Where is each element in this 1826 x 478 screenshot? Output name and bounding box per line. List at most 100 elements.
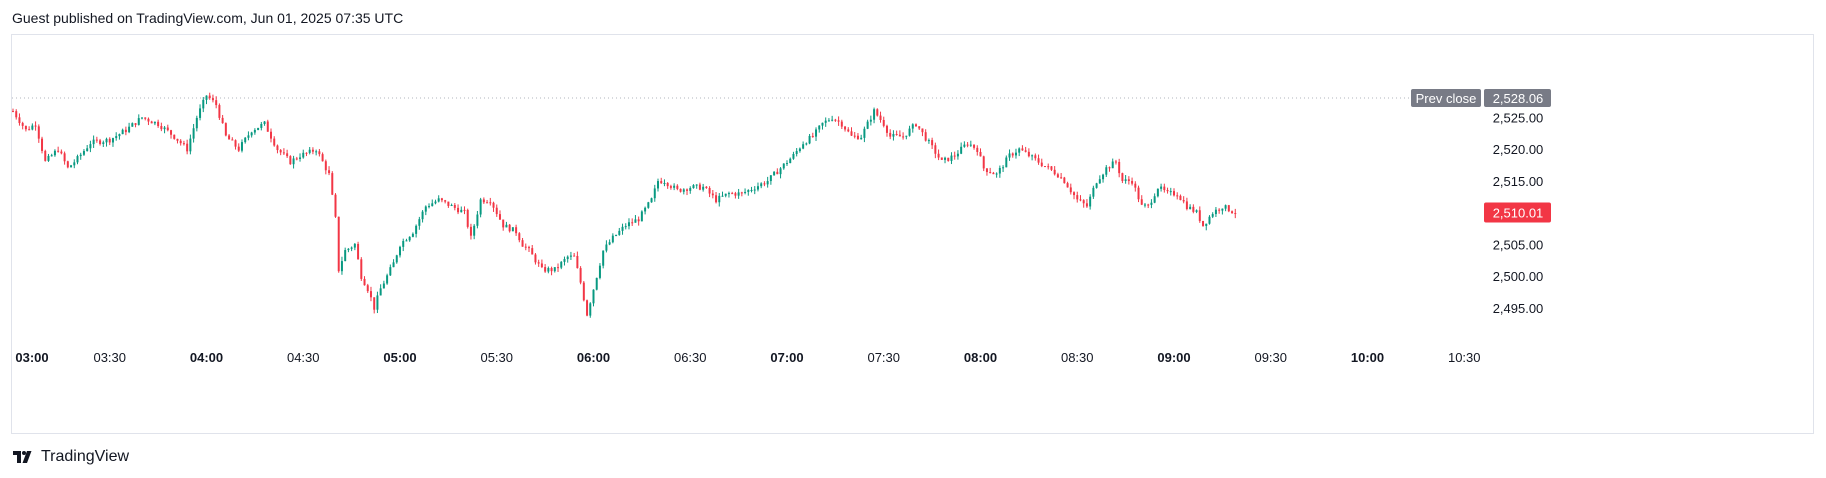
candle-body	[195, 117, 198, 129]
candle-body	[1124, 179, 1127, 181]
price-tick-label: 2,505.00	[1493, 237, 1544, 252]
candle-body	[373, 297, 376, 310]
candle-body	[357, 243, 360, 260]
candle-body	[647, 202, 650, 208]
candle-body	[831, 119, 834, 121]
candle-body	[847, 129, 850, 132]
candle-body	[534, 254, 537, 263]
candle-body	[1160, 186, 1163, 189]
prev-close-marker: Prev close 2,528.06	[1411, 89, 1551, 108]
candle-body	[756, 186, 759, 190]
candle-body	[1231, 211, 1234, 214]
candle-body	[105, 138, 108, 143]
candle-body	[557, 267, 560, 269]
price-tick-label: 2,500.00	[1493, 269, 1544, 284]
candle-body	[521, 240, 524, 247]
candle-body	[1134, 183, 1137, 188]
candle-body	[12, 111, 14, 113]
candle-body	[550, 268, 553, 272]
candle-body	[569, 255, 572, 257]
candle-body	[802, 144, 805, 149]
candle-body	[331, 173, 334, 195]
candle-body	[498, 214, 501, 220]
candle-body	[57, 150, 60, 152]
candle-body	[621, 226, 624, 231]
chart-panel[interactable]	[11, 34, 1814, 434]
candle-body	[218, 105, 221, 118]
candle-body	[747, 190, 750, 192]
candle-body	[576, 255, 579, 269]
candle-body	[1002, 167, 1005, 169]
candle-body	[182, 143, 185, 145]
candle-body	[869, 119, 872, 122]
candle-body	[818, 125, 821, 130]
candle-body	[879, 115, 882, 120]
candle-body	[573, 255, 576, 257]
time-axis[interactable]: 03:00 03:30 04:00 04:30 05:00 05:30 06:00 06:30…	[15, 350, 1480, 365]
brand-footer[interactable]: TradingView	[13, 448, 129, 466]
candle-body	[418, 219, 421, 226]
candlestick-chart[interactable]: 2,495.002,500.002,505.002,510.002,515.00…	[0, 0, 1826, 440]
candle-body	[440, 198, 443, 201]
candle-body	[508, 224, 511, 232]
candle-body	[1182, 200, 1185, 202]
candle-body	[960, 146, 963, 154]
candle-body	[250, 132, 253, 136]
candle-body	[437, 198, 440, 202]
candle-body	[160, 126, 163, 130]
candle-body	[856, 135, 859, 140]
time-tick-label: 08:30	[1061, 350, 1094, 365]
candle-body	[1050, 166, 1053, 170]
candle-body	[1056, 174, 1059, 178]
candle-body	[431, 203, 434, 207]
candle-body	[344, 250, 347, 262]
candle-body	[273, 138, 276, 146]
candle-body	[199, 108, 202, 118]
candle-body	[399, 246, 401, 256]
candle-body	[115, 136, 118, 139]
candle-body	[1227, 205, 1230, 212]
candle-body	[924, 132, 927, 141]
candle-body	[95, 139, 98, 141]
candle-body	[682, 189, 685, 192]
candle-body	[99, 140, 102, 144]
candle-body	[1192, 206, 1195, 212]
candle-body	[360, 259, 363, 279]
candle-body	[1234, 213, 1237, 215]
last-price-value: 2,510.01	[1493, 206, 1544, 221]
candle-body	[660, 181, 663, 184]
candle-body	[476, 214, 479, 226]
candles-layer	[12, 92, 1237, 318]
candle-body	[782, 163, 785, 169]
candle-body	[350, 247, 353, 249]
candle-body	[608, 242, 611, 245]
candle-body	[1021, 148, 1024, 151]
candle-body	[927, 140, 930, 142]
candle-body	[489, 202, 492, 204]
candle-body	[447, 201, 450, 206]
candle-body	[1098, 179, 1101, 184]
candle-body	[537, 262, 540, 264]
candle-body	[792, 153, 795, 159]
candle-body	[531, 248, 534, 255]
candle-body	[76, 156, 79, 163]
candle-body	[121, 129, 124, 135]
candle-body	[776, 171, 779, 175]
candle-body	[1082, 200, 1085, 204]
candle-body	[689, 188, 692, 191]
candle-body	[902, 136, 905, 138]
candle-body	[1037, 158, 1040, 163]
candle-body	[170, 130, 173, 135]
candle-body	[1060, 177, 1063, 179]
candle-body	[618, 230, 621, 235]
time-tick-label: 08:00	[964, 350, 997, 365]
candle-body	[108, 138, 111, 143]
candle-body	[382, 283, 385, 289]
candle-body	[789, 158, 792, 164]
candle-body	[673, 185, 676, 188]
candle-body	[1214, 209, 1217, 215]
candle-body	[931, 140, 934, 146]
candle-body	[611, 235, 614, 243]
candle-body	[973, 144, 976, 148]
candle-body	[1143, 204, 1146, 206]
